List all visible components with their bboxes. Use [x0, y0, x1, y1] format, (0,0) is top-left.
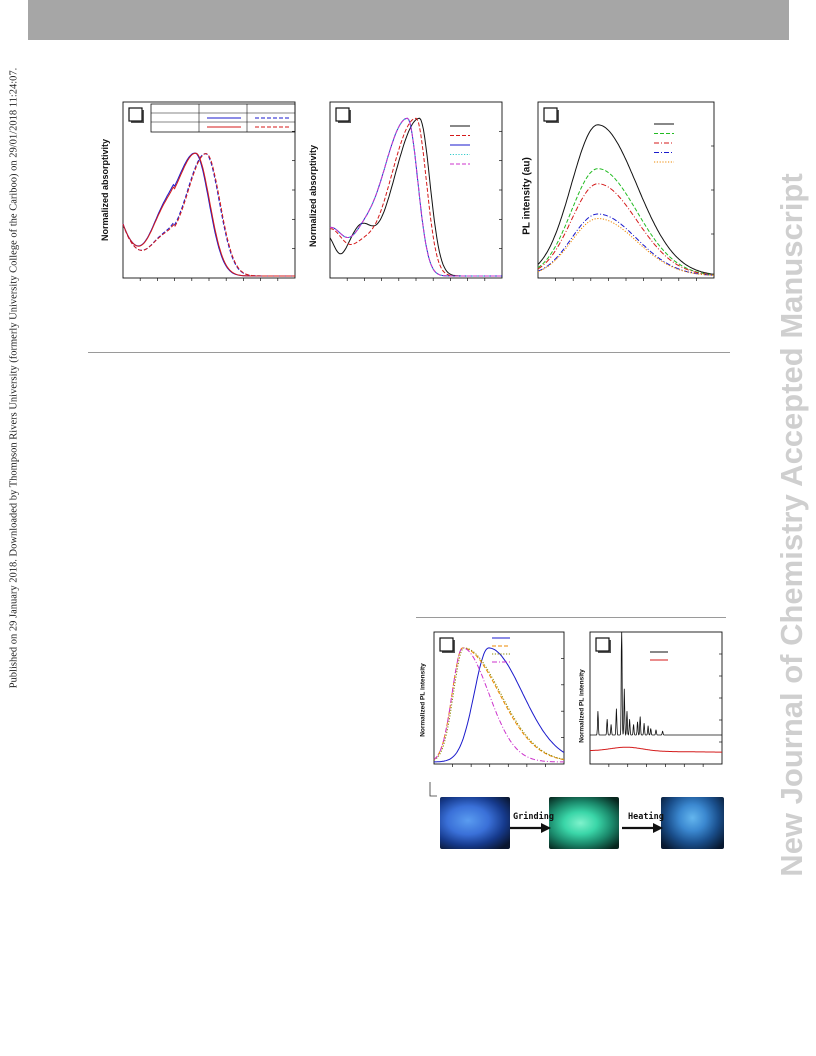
panel-b-chart: [329, 101, 503, 281]
panel-c-series-line: [537, 124, 715, 275]
publication-notice: Published on 29 January 2018. Downloaded…: [0, 0, 28, 1056]
panel-d-ylabel: Normalized PL intensity: [419, 663, 427, 737]
panel-a-series-line: [122, 152, 295, 277]
panel-c-frame: [537, 101, 715, 279]
panel-c-series-line: [537, 217, 715, 276]
panel-c-chart: [537, 101, 715, 281]
panel-e-ylabel: Normalized PL intensity: [578, 669, 586, 743]
panel-d-frame: [433, 631, 565, 765]
panel-d-chart: [433, 631, 565, 767]
panel-e-chart: [589, 631, 723, 767]
panel-b-series-line: [329, 117, 502, 277]
panel-a-series-line: [122, 152, 295, 277]
panel-a-series-line: [122, 153, 295, 277]
panel-d-series-line: [433, 647, 564, 763]
panel-e-series-line: [590, 631, 722, 736]
panel-e-label-box: [595, 637, 610, 652]
panel-b-frame: [329, 101, 503, 279]
panel-c-series-line: [537, 183, 715, 276]
journal-watermark: New Journal of Chemistry Accepted Manusc…: [768, 0, 816, 1056]
panel-b-series-line: [329, 117, 502, 277]
photo-pristine-blue: [440, 797, 510, 849]
panel-a-label-box: [128, 107, 143, 122]
photo-ground-green: [549, 797, 619, 849]
grinding-arrow-icon: [510, 823, 551, 833]
figure-bottom-rule: [416, 617, 726, 618]
figure-divider: [88, 352, 730, 353]
panel-d-label-box: [439, 637, 454, 652]
panel-b-series-line: [329, 117, 502, 277]
photo-strip-corner: [429, 782, 437, 797]
photo-heated-blue: [661, 797, 724, 849]
panel-b-series-line: [329, 117, 502, 277]
panel-a-frame: [122, 101, 296, 279]
panel-b-ylabel: Normalized absorptivity: [308, 144, 318, 248]
journal-watermark-text: New Journal of Chemistry Accepted Manusc…: [774, 173, 809, 877]
heating-label: Heating: [628, 812, 664, 822]
panel-d-series-line: [433, 647, 565, 761]
panel-a-series-line: [122, 153, 295, 277]
panel-a-chart: [122, 101, 296, 281]
panel-b-label-box: [335, 107, 350, 122]
panel-a-legend-table: [150, 103, 296, 133]
panel-a-ylabel: Normalized absorptivity: [100, 138, 110, 242]
panel-d-series-line: [434, 647, 565, 763]
grinding-label: Grinding: [513, 812, 554, 822]
panel-b-series-line: [330, 117, 502, 277]
header-bar: [28, 0, 789, 40]
heating-arrow-icon: [622, 823, 663, 833]
panel-d-series-line: [433, 647, 565, 761]
panel-c-label-box: [543, 107, 558, 122]
panel-c-series-line: [537, 168, 715, 276]
panel-c-ylabel: PL intensity (au): [521, 157, 533, 235]
publication-notice-text: Published on 29 January 2018. Downloaded…: [8, 67, 20, 689]
panel-e-series-line: [590, 746, 722, 753]
